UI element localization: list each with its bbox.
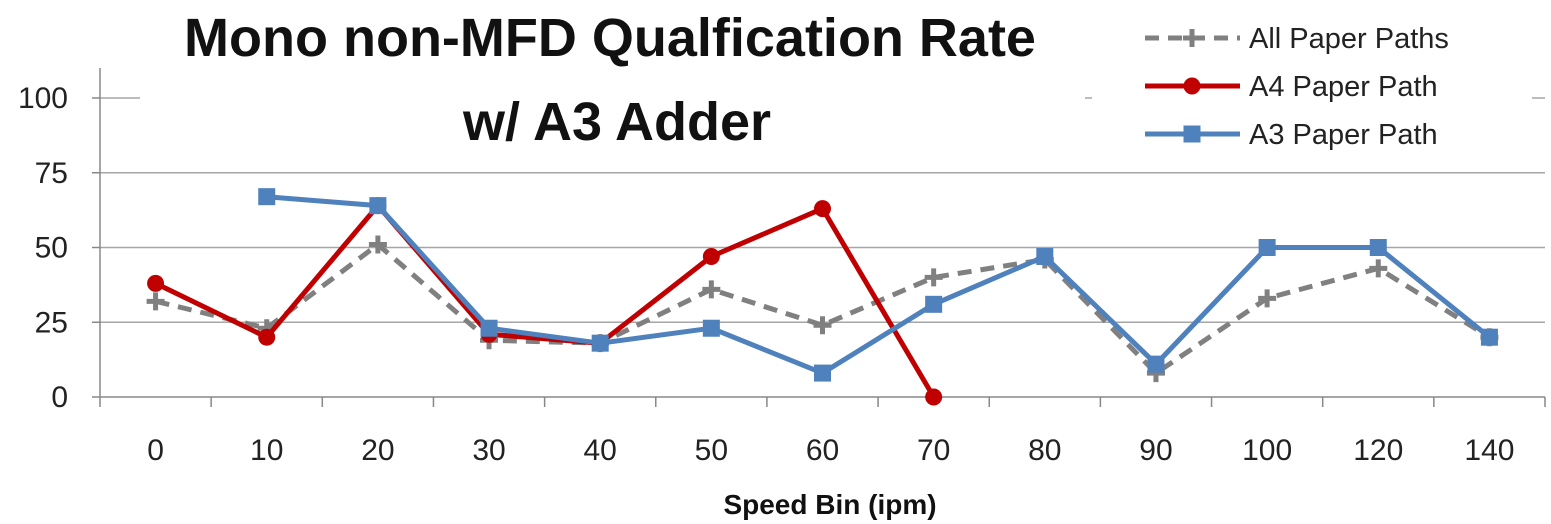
- point-a4-paper-path-60: [814, 200, 831, 218]
- series-all-paper-paths: [146, 235, 1499, 383]
- chart-title-box: [140, 0, 1085, 158]
- point-all-paper-paths-70: [924, 268, 943, 287]
- point-a4-paper-path-10: [258, 328, 276, 346]
- legend-item-a3-paper-path: A3 Paper Path: [1145, 119, 1438, 151]
- x-tick-label: 90: [1139, 434, 1172, 467]
- x-tick-label: 30: [472, 434, 505, 467]
- point-a3-paper-path-70: [925, 295, 943, 313]
- series-a3-paper-path: [258, 188, 1498, 382]
- x-tick-labels: 0 10 20 30 40 50 60 70 80 90 100 120 140: [147, 434, 1514, 467]
- series-line-all-paper-paths: [155, 242, 1491, 376]
- title-background: [140, 0, 1085, 158]
- legend-marker-all-paper-paths: [1183, 29, 1201, 47]
- point-all-paper-paths-120: [1369, 259, 1388, 278]
- point-a3-paper-path-60: [814, 364, 831, 382]
- point-a4-paper-path-50: [702, 247, 720, 265]
- series-line-a4-paper-path: [154, 203, 936, 399]
- point-a3-paper-path-40: [591, 334, 609, 352]
- point-a3-paper-path-10: [258, 188, 276, 206]
- legend-item-a4-paper-path: A4 Paper Path: [1145, 71, 1438, 103]
- chart-title-line-2: w/ A3 Adder: [462, 92, 771, 152]
- point-all-paper-paths-50: [702, 280, 721, 299]
- point-a3-paper-path-30: [480, 319, 498, 337]
- point-all-paper-paths-100: [1258, 289, 1277, 308]
- point-a4-paper-path-70: [925, 388, 943, 406]
- point-all-paper-paths-60: [813, 316, 832, 335]
- legend-item-all-paper-paths: All Paper Paths: [1145, 23, 1449, 55]
- x-axis-title: Speed Bin (ipm): [723, 489, 936, 520]
- legend-marker-a4-paper-path: [1183, 77, 1201, 95]
- legend: All Paper Paths A4 Paper Path A3 Paper Pat…: [1092, 0, 1532, 168]
- legend-label: A4 Paper Path: [1249, 71, 1438, 103]
- y-tick-label: 75: [35, 157, 68, 190]
- legend-label: All Paper Paths: [1249, 23, 1449, 55]
- point-a4-paper-path-0: [147, 274, 165, 292]
- x-tick-label: 20: [361, 434, 394, 467]
- chart-title-line-1: Mono non-MFD Qualfication Rate: [184, 8, 1036, 68]
- point-a3-paper-path-140: [1480, 328, 1498, 346]
- point-all-paper-paths-20: [368, 235, 387, 254]
- series-lines: [146, 188, 1499, 406]
- point-a3-paper-path-120: [1369, 239, 1387, 256]
- x-tick-label: 100: [1242, 434, 1292, 467]
- x-tick-label: 0: [147, 434, 164, 467]
- x-tick-label: 10: [250, 434, 283, 467]
- axes: [99, 68, 1546, 407]
- point-all-paper-paths-0: [146, 292, 165, 311]
- x-tick-label: 40: [584, 434, 617, 467]
- point-a3-paper-path-90: [1147, 355, 1165, 373]
- x-tick-label: 50: [695, 434, 728, 467]
- series-line-a3-paper-path: [266, 194, 1491, 376]
- y-tick-label: 25: [35, 306, 68, 339]
- x-tick-label: 60: [806, 434, 839, 467]
- legend-marker-a3-paper-path: [1183, 125, 1201, 143]
- point-a3-paper-path-50: [702, 319, 720, 337]
- x-tick-label: 140: [1464, 434, 1514, 467]
- y-tick-labels: 0 25 50 75 100: [18, 82, 68, 414]
- y-tick-label: 100: [18, 82, 68, 115]
- point-a3-paper-path-80: [1036, 247, 1054, 265]
- x-tick-label: 120: [1353, 434, 1403, 467]
- point-a3-paper-path-20: [369, 197, 387, 215]
- x-tick-label: 70: [917, 434, 950, 467]
- x-tick-label: 80: [1028, 434, 1061, 467]
- y-tick-label: 0: [51, 381, 68, 414]
- legend-label: A3 Paper Path: [1249, 119, 1438, 151]
- y-tick-label: 50: [35, 232, 68, 265]
- point-a3-paper-path-100: [1258, 239, 1276, 256]
